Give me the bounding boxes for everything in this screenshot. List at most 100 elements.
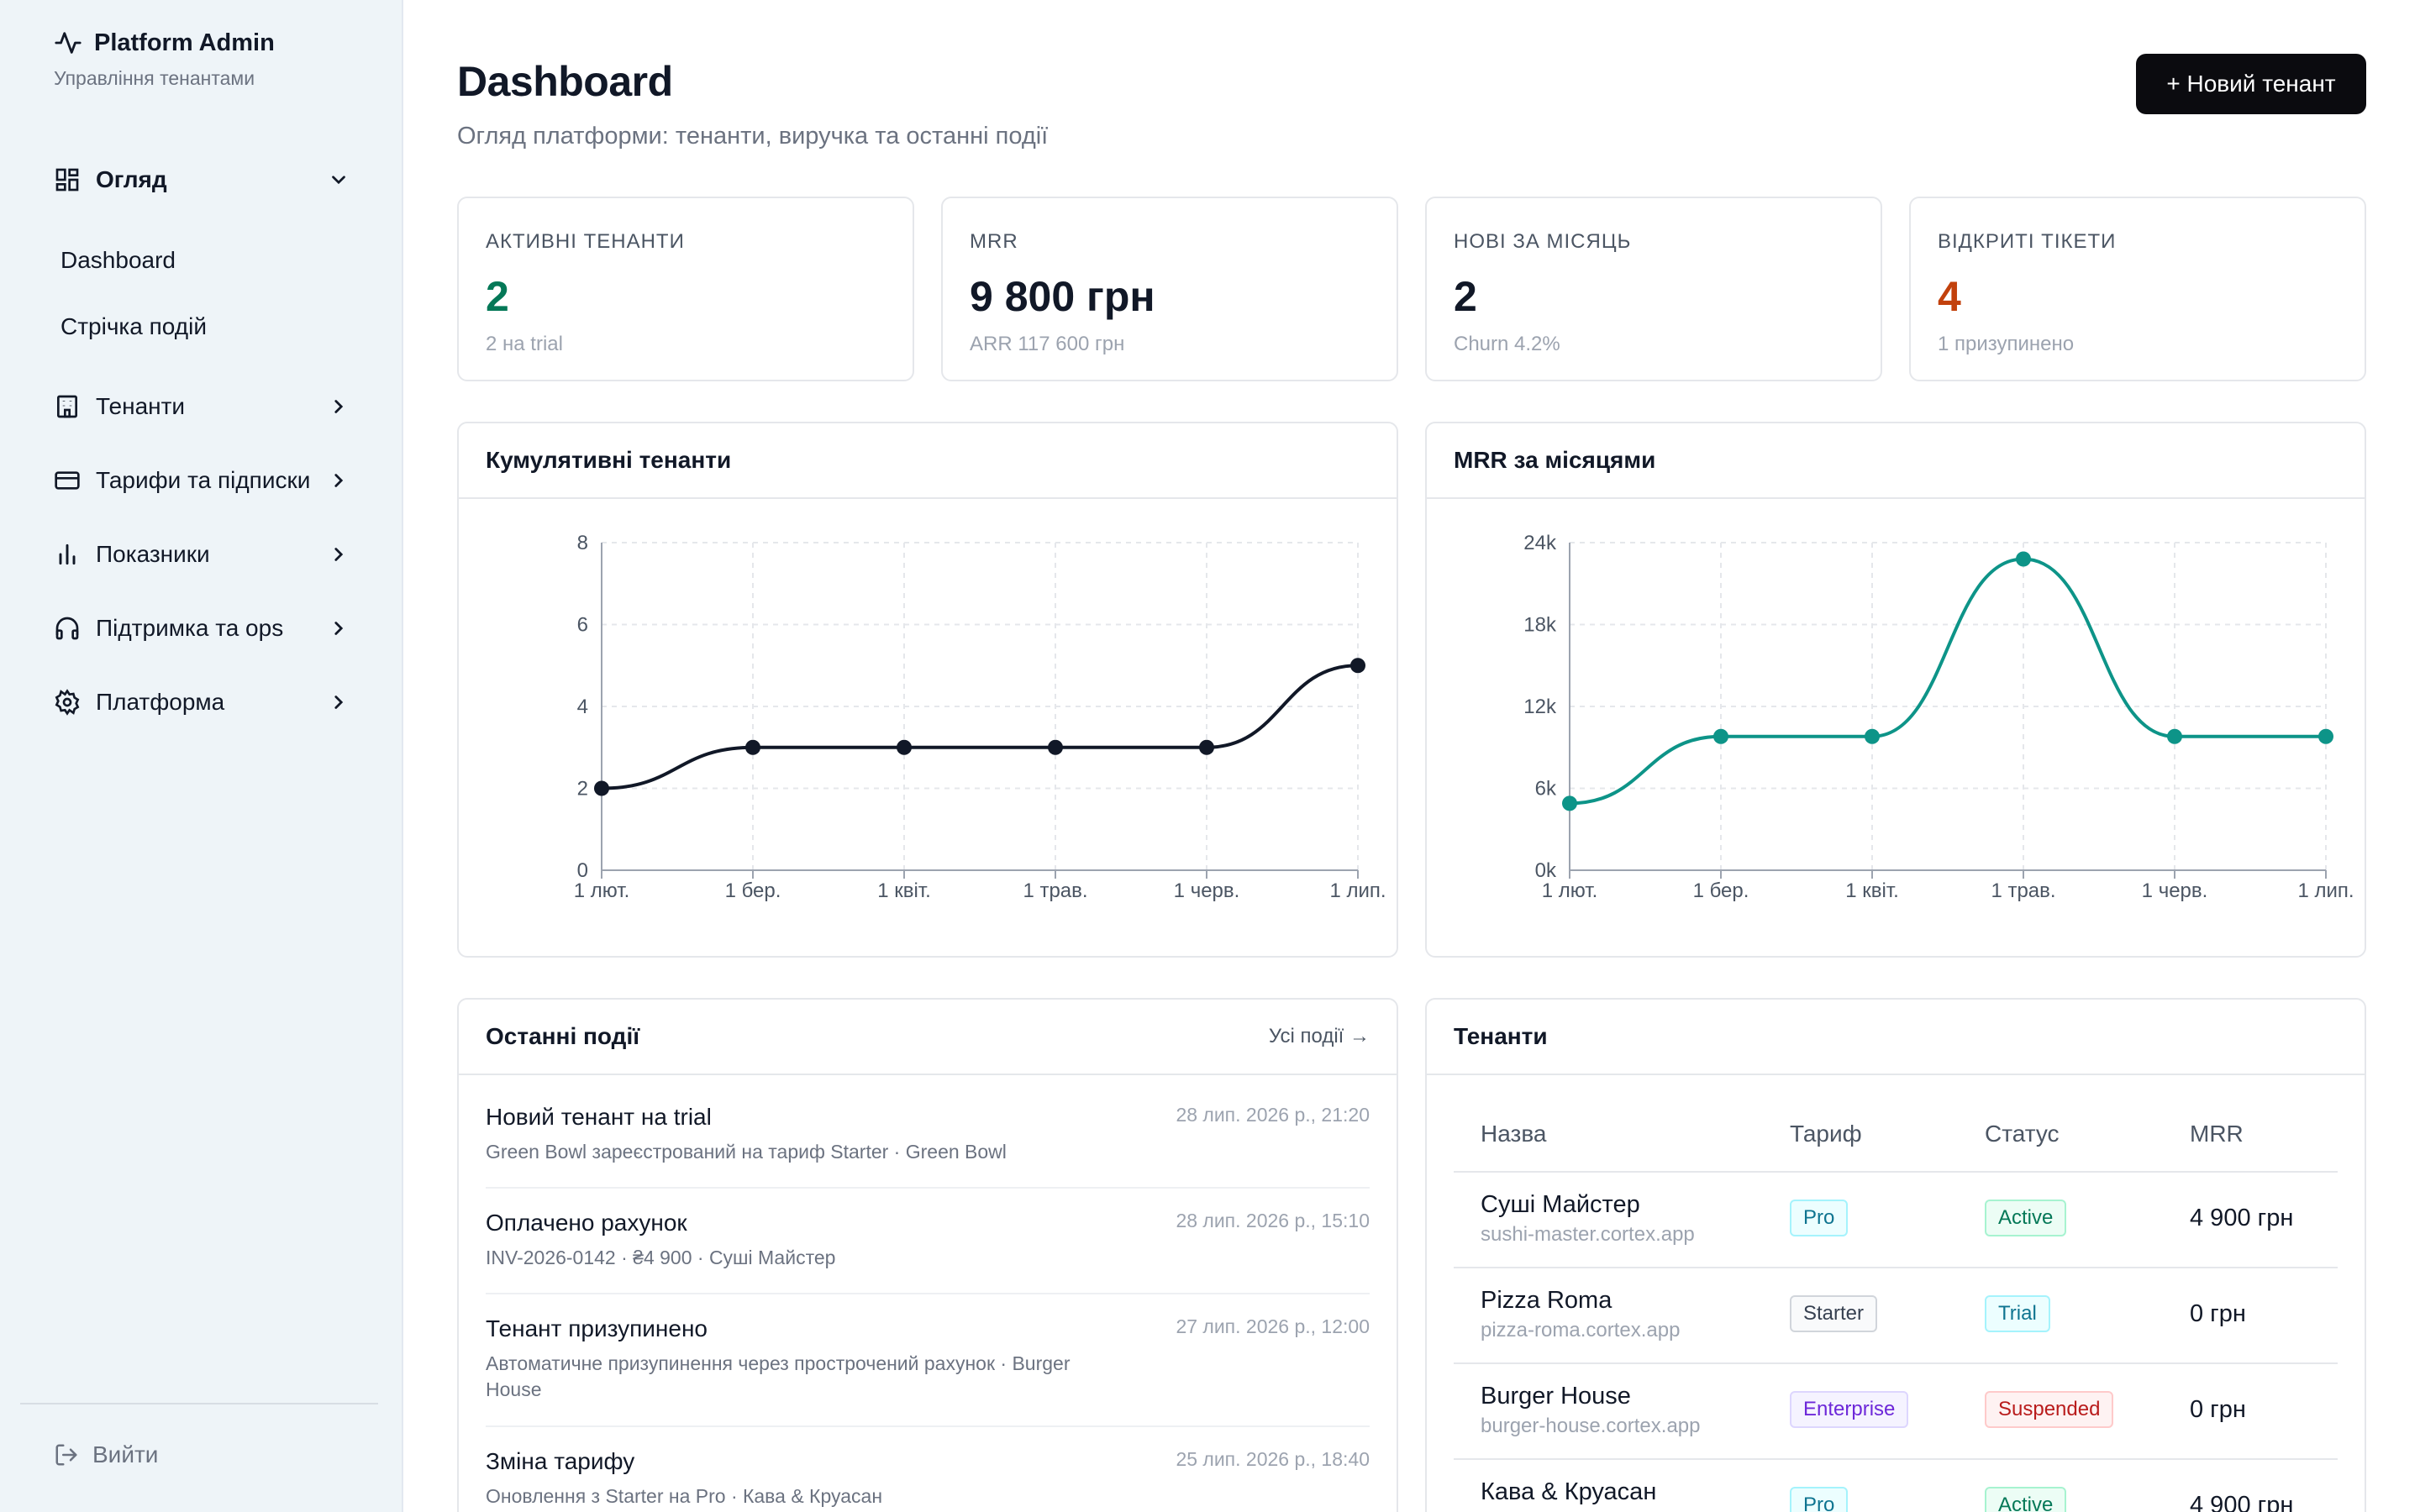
- series-line: [601, 664, 1359, 790]
- stat-label: АКТИВНІ ТЕНАНТИ: [486, 230, 685, 253]
- tenant-name[interactable]: Суші Майстер: [1481, 1191, 1640, 1218]
- event-time: 28 лип. 2026 р., 21:20: [1176, 1104, 1370, 1126]
- event-item[interactable]: Зміна тарифу Оновлення з Starter на Pro …: [486, 1448, 1370, 1509]
- tenant-mrr: 4 900 грн: [2190, 1492, 2294, 1512]
- event-description: Green Bowl зареєстрований на тариф Start…: [486, 1141, 1007, 1163]
- stat-note: ARR 117 600 грн: [970, 333, 1125, 355]
- tenant-domain: burger-house.cortex.app: [1481, 1415, 1701, 1437]
- sidebar-nav: Огляд Dashboard Стрічка подій Тенанти Та…: [34, 143, 370, 739]
- data-point: [897, 739, 912, 755]
- sidebar-subitem-dashboard[interactable]: Dashboard: [60, 246, 176, 273]
- card-title: Останні події: [486, 1023, 640, 1049]
- main-content: Dashboard Огляд платформи: тенанти, виру…: [403, 0, 2420, 1512]
- data-point: [1199, 739, 1214, 755]
- x-tick-label: 1 лип.: [1329, 879, 1386, 902]
- event-description: INV-2026-0142 · ₴4 900 · Суші Майстер: [486, 1247, 836, 1268]
- status-badge: Active: [1985, 1487, 2067, 1512]
- data-point: [1350, 658, 1365, 674]
- x-tick-label: 1 лип.: [2297, 879, 2354, 902]
- status-badge: Active: [1985, 1200, 2067, 1236]
- tenant-domain: pizza-roma.cortex.app: [1481, 1319, 1681, 1341]
- logout-label: Вийти: [92, 1441, 159, 1467]
- all-events-link[interactable]: Усі події →: [1268, 1025, 1370, 1047]
- event-item[interactable]: Новий тенант на trial Green Bowl зареєст…: [486, 1104, 1370, 1165]
- column-header-status[interactable]: Статус: [1985, 1121, 2060, 1147]
- tenant-name[interactable]: Кава & Круасан: [1481, 1478, 1657, 1505]
- status-badge: Suspended: [1985, 1391, 2114, 1428]
- event-title: Оплачено рахунок: [486, 1210, 687, 1236]
- event-description: Оновлення з Starter на Pro · Кава & Круа…: [486, 1485, 883, 1507]
- y-tick-label: 8: [577, 532, 588, 554]
- data-point: [594, 780, 609, 796]
- sidebar-item-label: Тенанти: [96, 393, 186, 419]
- event-item[interactable]: Тенант призупинено Автоматичне призупине…: [486, 1315, 1370, 1403]
- table-row-divider: [1454, 1267, 2338, 1268]
- page-subtitle: Огляд платформи: тенанти, виручка та ост…: [457, 123, 1049, 150]
- sidebar-divider: [20, 1403, 378, 1404]
- y-tick-label: 6k: [1535, 778, 1557, 801]
- tenant-name[interactable]: Burger House: [1481, 1383, 1631, 1410]
- dashboard-icon: [55, 168, 79, 192]
- event-title: Тенант призупинено: [486, 1315, 708, 1341]
- bar-chart-icon: [59, 543, 76, 565]
- x-tick-label: 1 черв.: [2142, 879, 2208, 902]
- sidebar-item-label: Платформа: [96, 689, 225, 715]
- column-header-name[interactable]: Назва: [1481, 1121, 1547, 1147]
- sidebar: Platform Admin Управління тенантами Огля…: [0, 0, 403, 1512]
- stat-note: 1 призупинено: [1938, 333, 2075, 355]
- sidebar-item-overview[interactable]: Огляд: [34, 143, 370, 217]
- sidebar-item-label: Показники: [96, 541, 210, 567]
- stat-note: Churn 4.2%: [1454, 333, 1560, 355]
- x-tick-label: 1 трав.: [1023, 879, 1087, 902]
- card-title: Кумулятивні тенанти: [486, 447, 732, 473]
- event-item[interactable]: Оплачено рахунок INV-2026-0142 · ₴4 900 …: [486, 1210, 1370, 1271]
- logout-icon: [55, 1444, 77, 1466]
- sidebar-subitem-event-feed[interactable]: Стрічка подій: [60, 312, 207, 339]
- y-tick-label: 6: [577, 614, 588, 637]
- data-point: [2016, 551, 2031, 567]
- card-title: MRR за місяцями: [1454, 447, 1656, 473]
- column-header-plan[interactable]: Тариф: [1790, 1121, 1862, 1147]
- plan-badge: Pro: [1790, 1487, 1849, 1512]
- sidebar-item-plans[interactable]: Тарифи та підписки: [34, 444, 370, 517]
- tenants-card: Тенанти Назва Тариф Статус MRR Суші Майс…: [1425, 998, 2366, 1512]
- sidebar-item-platform[interactable]: Платформа: [34, 665, 370, 739]
- sidebar-item-label: Підтримка та ops: [96, 615, 284, 641]
- building-icon: [57, 395, 77, 418]
- column-header-mrr[interactable]: MRR: [2190, 1121, 2244, 1147]
- sidebar-item-tenants[interactable]: Тенанти: [34, 370, 370, 444]
- x-tick-label: 1 трав.: [1991, 879, 2055, 902]
- tenant-mrr: 0 грн: [2190, 1300, 2246, 1327]
- x-tick-label: 1 квіт.: [1845, 879, 1899, 902]
- data-point: [1562, 795, 1577, 811]
- brand-subtitle: Управління тенантами: [54, 67, 255, 89]
- table-header-divider: [1454, 1171, 2338, 1173]
- chart-card-mrr-monthly: MRR за місяцями 0k 6k 12k 18k 24k 1 лют. 1 бер…: [1425, 422, 2366, 958]
- y-tick-label: 0k: [1535, 859, 1557, 882]
- new-tenant-button[interactable]: + Новий тенант: [2136, 54, 2366, 114]
- logout-button[interactable]: Вийти: [54, 1441, 158, 1468]
- y-tick-label: 24k: [1523, 532, 1557, 554]
- gear-icon: [55, 689, 80, 716]
- events-card: Останні події Усі події → Новий тенант н…: [457, 998, 1398, 1512]
- x-tick-label: 1 лют.: [574, 879, 630, 902]
- data-point: [1048, 739, 1063, 755]
- table-row-divider: [1454, 1458, 2338, 1460]
- mrr-monthly-chart: 0k 6k 12k 18k 24k 1 лют. 1 бер. 1 квіт. 1 трав. 1…: [1523, 532, 2354, 902]
- sidebar-item-metrics[interactable]: Показники: [34, 517, 370, 591]
- stat-value: 2: [1454, 273, 1477, 320]
- headphones-icon: [55, 617, 79, 640]
- plan-badge: Pro: [1790, 1200, 1849, 1236]
- y-tick-label: 0: [577, 859, 588, 882]
- y-tick-label: 2: [577, 778, 588, 801]
- tenant-name[interactable]: Pizza Roma: [1481, 1287, 1612, 1314]
- y-tick-label: 4: [577, 696, 588, 718]
- chevron-right-icon: [334, 474, 344, 487]
- event-description: Автоматичне призупинення через простроче…: [486, 1352, 1071, 1400]
- stat-value: 2: [486, 273, 509, 320]
- series-line: [1569, 557, 2326, 806]
- event-divider: [486, 1187, 1370, 1189]
- card-title: Тенанти: [1454, 1023, 1548, 1049]
- stat-value: 4: [1938, 273, 1961, 320]
- sidebar-item-support[interactable]: Підтримка та ops: [34, 591, 370, 665]
